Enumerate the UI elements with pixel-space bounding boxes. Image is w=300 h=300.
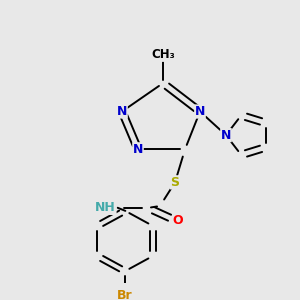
Text: CH₃: CH₃	[151, 48, 175, 61]
Text: Br: Br	[117, 289, 133, 300]
Text: NH: NH	[95, 201, 116, 214]
Text: O: O	[173, 214, 183, 227]
Text: N: N	[133, 143, 143, 156]
Text: N: N	[195, 105, 205, 118]
Text: N: N	[221, 129, 231, 142]
Text: S: S	[170, 176, 179, 189]
Text: N: N	[117, 105, 127, 118]
